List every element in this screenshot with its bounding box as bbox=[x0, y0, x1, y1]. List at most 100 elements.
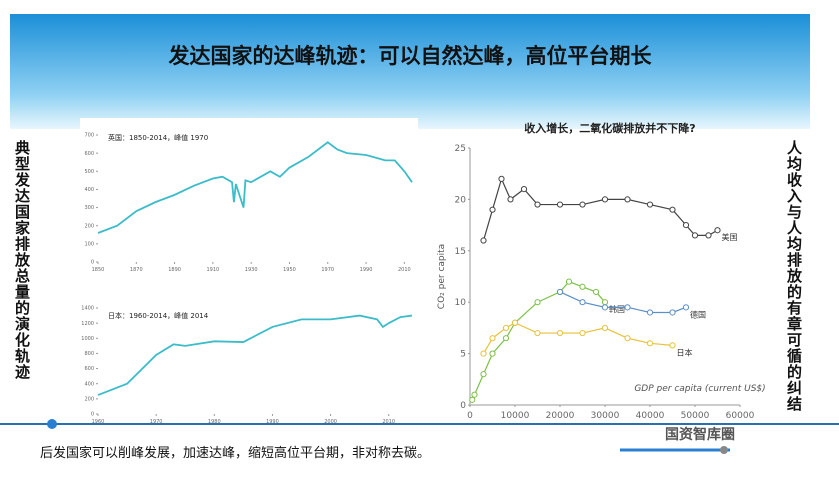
point bbox=[520, 186, 528, 193]
point bbox=[601, 304, 609, 311]
header-band bbox=[10, 14, 810, 129]
point bbox=[498, 175, 505, 182]
x-tick-label: 1930 bbox=[245, 267, 258, 273]
y-tick-label: 0 bbox=[91, 412, 94, 418]
y-tick-label: 500 bbox=[84, 169, 94, 175]
point bbox=[682, 222, 690, 229]
y-tick-label: 600 bbox=[84, 151, 94, 157]
x-tick-label: 20000 bbox=[546, 411, 575, 421]
point bbox=[669, 342, 676, 349]
point bbox=[682, 304, 690, 311]
y-tick-label: 1000 bbox=[81, 336, 94, 342]
x-tick-label: 2000 bbox=[324, 419, 337, 425]
point bbox=[646, 340, 654, 347]
watermark: 国资智库圈 bbox=[665, 427, 735, 443]
x-tick-label: 1850 bbox=[92, 267, 105, 273]
point bbox=[469, 396, 476, 403]
point bbox=[624, 304, 631, 311]
y-tick-label: 400 bbox=[84, 381, 94, 387]
x-tick-label: 10000 bbox=[501, 411, 530, 421]
y-tick-label: 700 bbox=[84, 133, 94, 139]
y-tick-label: 0 bbox=[460, 401, 466, 411]
point bbox=[480, 350, 487, 357]
y-tick-label: 20 bbox=[455, 195, 467, 205]
bottom-text: 后发国家可以削峰发展，加速达峰，缩短高位平台期，非对称去碳。 bbox=[40, 446, 431, 461]
series-label: 美国 bbox=[722, 232, 738, 242]
point bbox=[502, 324, 510, 331]
y-tick-label: 15 bbox=[455, 247, 466, 257]
series-line bbox=[482, 177, 718, 241]
x-tick-label: 1870 bbox=[130, 267, 143, 273]
point bbox=[489, 350, 496, 357]
point bbox=[705, 232, 712, 239]
point bbox=[646, 309, 654, 316]
y-tick-label: 1200 bbox=[81, 321, 94, 327]
point bbox=[471, 391, 478, 398]
point bbox=[556, 329, 564, 337]
left-panel bbox=[80, 118, 418, 420]
slide-title: 发达国家的达峰轨迹：可以自然达峰，高位平台期长 bbox=[168, 44, 652, 68]
x-tick-label: 1990 bbox=[266, 419, 279, 425]
x-tick-label: 30000 bbox=[591, 411, 620, 421]
point bbox=[691, 232, 699, 239]
x-tick-label: 1910 bbox=[207, 267, 220, 273]
point bbox=[534, 329, 541, 337]
series-label: 韩国 bbox=[609, 304, 625, 314]
left-caption: 典型发达国家排放总量的演化轨迹 bbox=[13, 140, 31, 380]
point bbox=[534, 201, 541, 208]
point bbox=[534, 299, 541, 306]
point bbox=[592, 288, 600, 296]
y-tick-label: 400 bbox=[84, 187, 94, 193]
y-tick-label: 300 bbox=[84, 205, 94, 211]
point bbox=[507, 196, 514, 203]
x-tick-label: 2010 bbox=[398, 267, 411, 273]
point bbox=[624, 335, 631, 342]
x-tick-label: 1890 bbox=[168, 267, 181, 273]
y-tick-label: 600 bbox=[84, 366, 94, 372]
x-tick-label: 1950 bbox=[283, 267, 296, 273]
x-tick-label: 1970 bbox=[150, 419, 163, 425]
right-caption: 人均收入与人均排放的有章可循的纠结 bbox=[785, 140, 803, 412]
x-tick-label: 1980 bbox=[208, 419, 221, 425]
point bbox=[511, 319, 519, 326]
point bbox=[624, 196, 631, 203]
point bbox=[502, 335, 510, 342]
point bbox=[579, 299, 586, 306]
y-tick-label: 0 bbox=[91, 260, 94, 266]
chart-title: 收入增长，二氧化碳排放并不下降? bbox=[524, 121, 695, 135]
x-tick-label: 1960 bbox=[92, 419, 105, 425]
x-tick-label: 50000 bbox=[681, 411, 710, 421]
point bbox=[669, 206, 676, 213]
point bbox=[556, 288, 564, 296]
x-axis-label: GDP per capita (current US$) bbox=[634, 384, 765, 394]
x-tick-label: 2010 bbox=[382, 419, 395, 425]
point bbox=[601, 324, 609, 331]
point bbox=[669, 309, 676, 316]
series-line bbox=[97, 141, 413, 234]
point bbox=[480, 371, 487, 378]
point bbox=[480, 237, 487, 244]
slider-knob[interactable] bbox=[47, 419, 57, 429]
y-tick-label: 100 bbox=[84, 242, 94, 248]
point bbox=[565, 278, 573, 285]
series-label: 日本 bbox=[677, 347, 693, 357]
progress-knob[interactable] bbox=[720, 446, 728, 454]
y-tick-label: 10 bbox=[455, 298, 467, 308]
point bbox=[601, 196, 609, 203]
point bbox=[646, 201, 654, 208]
y-tick-label: 800 bbox=[84, 351, 94, 357]
series-label: 德国 bbox=[690, 309, 706, 319]
series-line bbox=[97, 314, 413, 396]
point bbox=[601, 299, 609, 306]
point bbox=[579, 201, 586, 208]
y-tick-label: 200 bbox=[84, 223, 94, 229]
x-tick-label: 60000 bbox=[726, 411, 755, 421]
point bbox=[556, 201, 564, 208]
x-tick-label: 40000 bbox=[636, 411, 665, 421]
y-tick-label: 1400 bbox=[81, 306, 94, 312]
point bbox=[489, 206, 496, 213]
point bbox=[579, 283, 586, 290]
chart-title: 日本：1960-2014，峰值 2014 bbox=[108, 311, 209, 320]
